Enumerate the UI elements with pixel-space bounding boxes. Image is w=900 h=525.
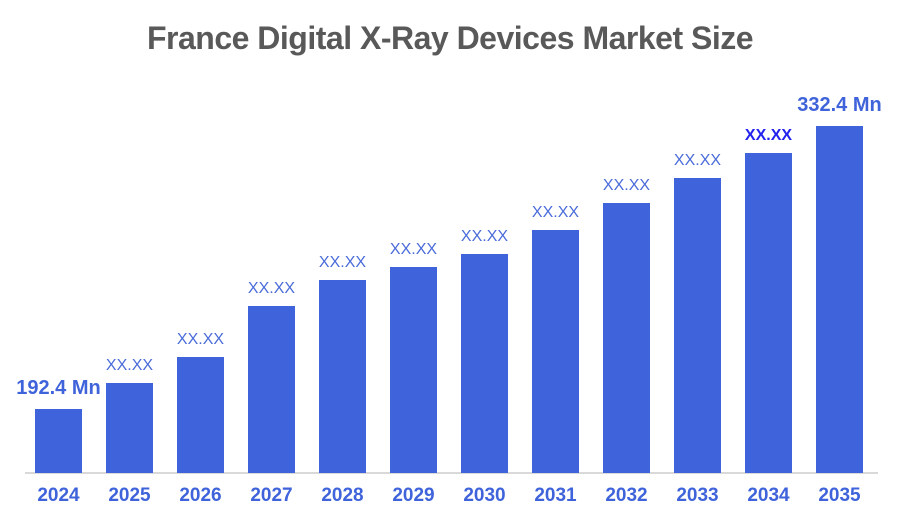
x-axis-label-2026: 2026 — [179, 485, 222, 506]
bar-value-label-2033: XX.XX — [673, 152, 722, 169]
bar-value-label-2032: XX.XX — [602, 177, 651, 194]
x-axis-label-2034: 2034 — [747, 485, 790, 506]
x-axis-label-2030: 2030 — [463, 485, 506, 506]
bar-value-label-2030: XX.XX — [460, 228, 509, 245]
bar-value-label-2024: 192.4 Mn — [16, 377, 101, 399]
bar-2027 — [248, 306, 295, 473]
x-axis-label-2027: 2027 — [250, 485, 293, 506]
x-axis-line — [25, 472, 878, 474]
bar-2032 — [603, 203, 650, 473]
bar-2033 — [674, 178, 721, 473]
bar-value-label-2027: XX.XX — [247, 280, 296, 297]
bar-value-label-2034: XX.XX — [744, 127, 793, 144]
x-axis-label-2028: 2028 — [321, 485, 364, 506]
bar-value-label-2029: XX.XX — [389, 241, 438, 258]
bar-2029 — [390, 267, 437, 473]
bar-2028 — [319, 280, 366, 473]
bar-2026 — [177, 357, 224, 473]
bar-value-label-2028: XX.XX — [318, 254, 367, 271]
bar-value-label-2025: XX.XX — [105, 357, 154, 374]
bar-2025 — [106, 383, 153, 473]
bar-2031 — [532, 230, 579, 473]
x-axis-label-2032: 2032 — [605, 485, 648, 506]
x-axis-label-2025: 2025 — [108, 485, 151, 506]
x-axis-label-2024: 2024 — [37, 485, 80, 506]
bar-value-label-2031: XX.XX — [531, 204, 580, 221]
bar-2034 — [745, 153, 792, 473]
bar-value-label-2026: XX.XX — [176, 331, 225, 348]
chart-title: France Digital X-Ray Devices Market Size — [146, 20, 754, 56]
x-axis-label-2033: 2033 — [676, 485, 719, 506]
x-axis-label-2031: 2031 — [534, 485, 577, 506]
x-axis-label-2029: 2029 — [392, 485, 435, 506]
bar-value-label-2035: 332.4 Mn — [797, 94, 882, 116]
bar-2024 — [35, 409, 82, 473]
bar-2030 — [461, 254, 508, 473]
x-axis-label-2035: 2035 — [818, 485, 861, 506]
bar-2035 — [816, 126, 863, 473]
